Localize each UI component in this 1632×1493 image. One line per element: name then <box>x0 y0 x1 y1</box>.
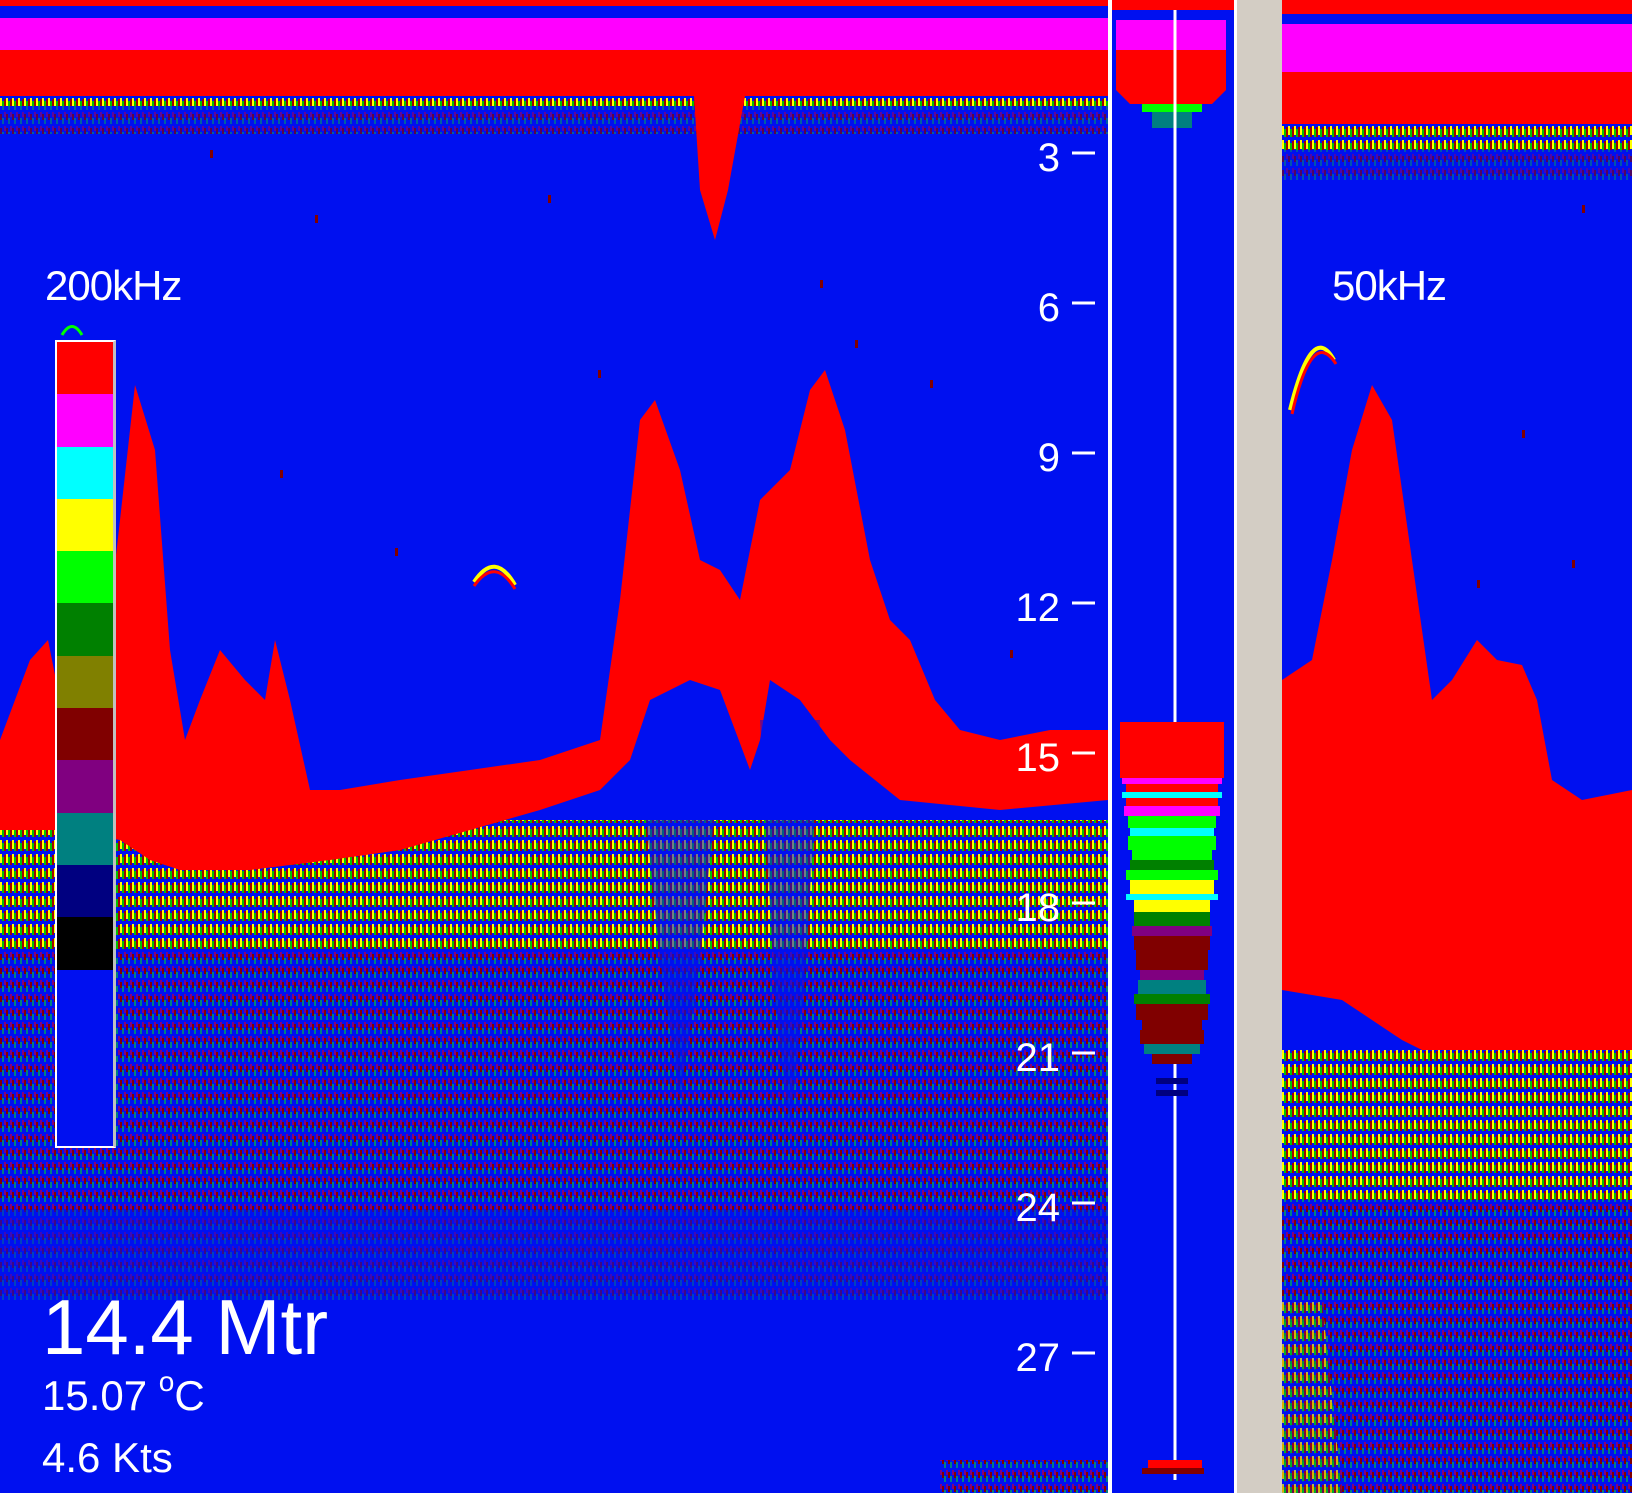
colour-scale-cell <box>57 812 113 865</box>
depth-label-6: 6 <box>1037 286 1060 330</box>
echogram-50khz-graphic <box>1282 0 1632 1493</box>
echogram-200khz[interactable]: 200kHz 3 6 9 12 15 18 21 24 27 14.4 Mtr … <box>0 0 1108 1493</box>
colour-scale-cell <box>57 394 113 447</box>
temperature-readout: 15.07 oC <box>42 1366 205 1420</box>
temperature-value: 15.07 <box>42 1372 148 1419</box>
frequency-label-50khz: 50kHz <box>1332 262 1447 309</box>
pane-divider <box>1108 0 1112 1493</box>
colour-scale-cell <box>57 603 113 656</box>
depth-readout: 14.4 Mtr <box>42 1283 329 1371</box>
temperature-unit: C <box>174 1372 205 1419</box>
depth-label-21: 21 <box>1015 1036 1061 1080</box>
colour-scale-cell <box>57 760 113 813</box>
degree-symbol: o <box>158 1366 175 1397</box>
echogram-200khz-graphic <box>0 0 1108 1493</box>
depth-label-24: 24 <box>1015 1186 1061 1230</box>
colour-scale-cell <box>57 864 113 918</box>
a-scope-graphic <box>1112 0 1234 1493</box>
depth-label-9: 9 <box>1037 436 1060 480</box>
speed-readout: 4.6 Kts <box>42 1434 173 1481</box>
colour-scale-legend <box>55 340 116 1148</box>
colour-scale-cell <box>57 708 113 761</box>
depth-label-18: 18 <box>1015 886 1061 930</box>
pane-divider-2 <box>1234 0 1237 1493</box>
colour-scale-cell <box>57 917 113 970</box>
depth-label-27: 27 <box>1015 1336 1061 1380</box>
a-scope-panel <box>1112 0 1234 1493</box>
colour-scale-cell <box>57 655 113 709</box>
colour-scale-cell <box>57 969 113 1146</box>
depth-label-3: 3 <box>1037 136 1060 180</box>
pane-splitter[interactable] <box>1237 0 1282 1493</box>
depth-label-15: 15 <box>1015 736 1061 780</box>
depth-label-12: 12 <box>1015 586 1061 630</box>
colour-scale-cell <box>57 446 113 499</box>
colour-scale-cell <box>57 551 113 604</box>
colour-scale-cell <box>57 498 113 552</box>
colour-scale-cell <box>57 342 113 395</box>
echogram-50khz[interactable]: 50kHz <box>1282 0 1632 1493</box>
frequency-label-200khz: 200kHz <box>45 262 182 309</box>
